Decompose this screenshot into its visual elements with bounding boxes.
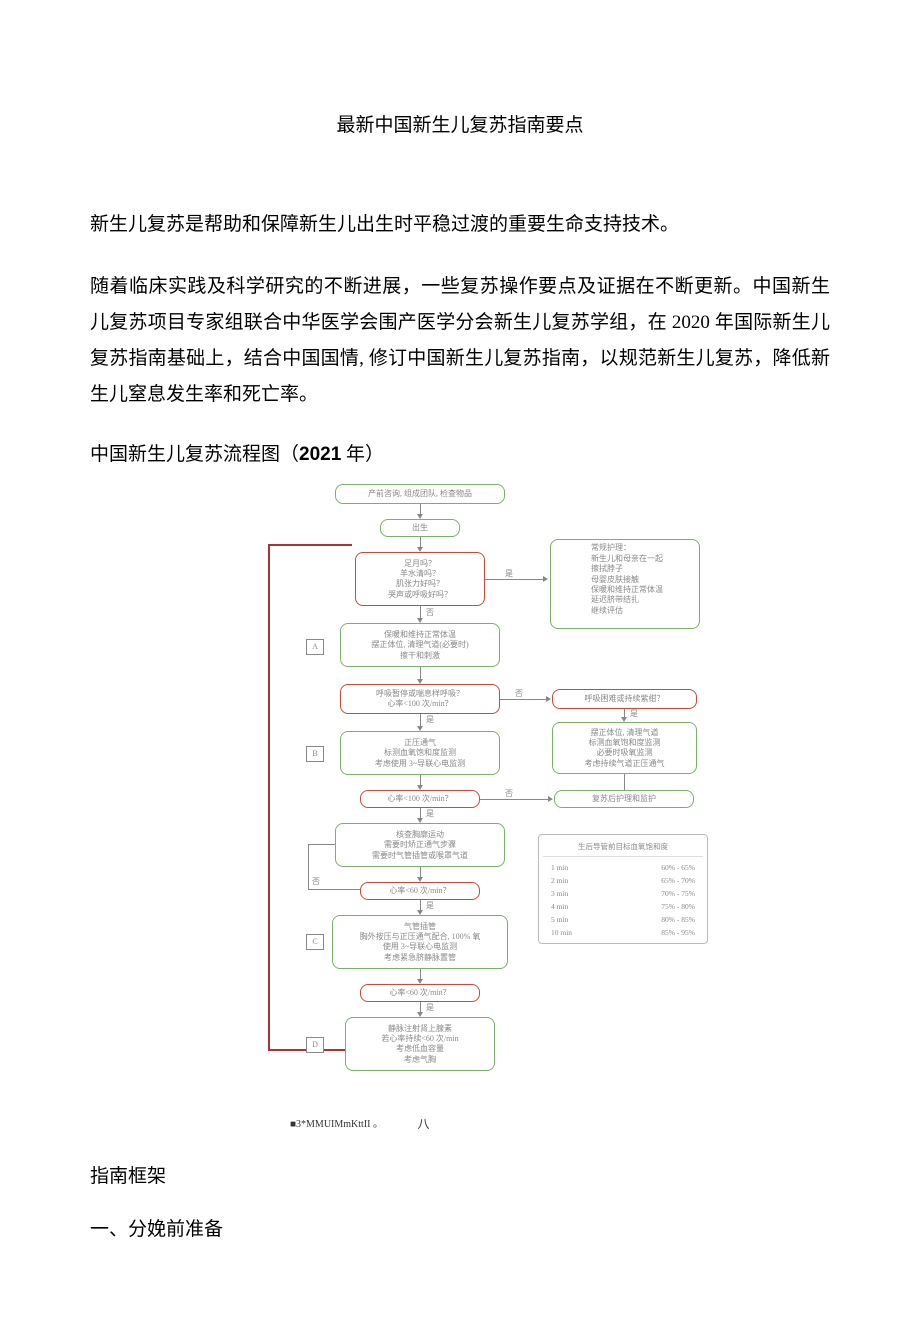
flow-step-label-a: A (306, 639, 324, 655)
sat-time: 10 min (551, 928, 572, 937)
sat-row: 5 min 80% - 85% (543, 913, 703, 926)
sat-value: 80% - 85% (661, 915, 695, 924)
flow-connector (500, 699, 548, 700)
flow-node-routine-care: 常规护理： 新生儿和母亲在一起 擦拭脖子 母婴皮肤接触 保暖和维持正常体温 延迟… (550, 539, 700, 629)
flowchart: 产前咨询, 组成团队, 检查物品 出生 足月吗？ 羊水清吗？ 肌张力好吗？ 哭声… (200, 484, 720, 1104)
flow-node-hr60-question-2: 心率<60 次/min？ (360, 984, 480, 1002)
intro-paragraph-1: 新生儿复苏是帮助和保障新生儿出生时平稳过渡的重要生命支持技术。 (90, 207, 830, 243)
sat-time: 3 min (551, 889, 568, 898)
section-heading-1: 一、分娩前准备 (90, 1214, 830, 1241)
flow-label-no: 否 (515, 688, 523, 699)
flow-arrow (548, 796, 553, 802)
sat-value: 60% - 65% (661, 863, 695, 872)
flow-node-hr100-question: 心率<100 次/min？ (360, 790, 480, 808)
flowchart-title-post: 年） (341, 444, 384, 465)
flow-label-yes: 是 (505, 568, 513, 579)
document-page: 最新中国新生儿复苏指南要点 新生儿复苏是帮助和保障新生儿出生时平稳过渡的重要生命… (0, 0, 920, 1327)
sat-value: 70% - 75% (661, 889, 695, 898)
flow-label-yes: 是 (630, 708, 638, 719)
saturation-target-table: 生后导管前目标血氧饱和度 1 min 60% - 65% 2 min 65% - 7… (538, 834, 708, 944)
sat-value: 85% - 95% (661, 928, 695, 937)
flow-label-no: 否 (312, 876, 320, 887)
flow-node-ppv: 正压通气 标测血氧饱和度监测 考虑使用 3~导联心电监测 (340, 731, 500, 775)
flow-label-yes: 是 (426, 808, 434, 819)
sat-time: 4 min (551, 902, 568, 911)
sat-row: 2 min 65% - 70% (543, 874, 703, 887)
flow-label-yes: 是 (426, 714, 434, 725)
flow-node-epinephrine: 静脉注射肾上腺素 若心率持续<60 次/min 考虑低血容量 考虑气胸 (345, 1017, 495, 1071)
flow-node-labored-breathing-question: 呼吸困难或持续紫绀？ (552, 689, 697, 709)
footnote-text-a: ■3*MMUIMmKttII (290, 1119, 370, 1130)
flowchart-title-year: 2021 (299, 444, 341, 465)
sat-row: 1 min 60% - 65% (543, 861, 703, 874)
flow-label-no: 否 (426, 607, 434, 618)
flowchart-title-pre: 中国新生儿复苏流程图（ (90, 444, 299, 465)
sat-value: 65% - 70% (661, 876, 695, 885)
flow-node-birth: 出生 (380, 519, 460, 537)
section-heading-framework: 指南框架 (90, 1161, 830, 1188)
flow-node-antenatal: 产前咨询, 组成团队, 检查物品 (335, 484, 505, 504)
flow-label-yes: 是 (426, 1002, 434, 1013)
flow-step-label-d: D (306, 1037, 324, 1053)
flow-arrow (546, 696, 551, 702)
sat-row: 10 min 85% - 95% (543, 926, 703, 939)
flowchart-title: 中国新生儿复苏流程图（2021 年） (90, 439, 830, 466)
flow-node-initial-steps: 保暖和维持正常体温 摆正体位, 清理气道(必要时) 擦干和刺激 (340, 623, 500, 667)
flow-redline-left (268, 544, 270, 1051)
document-title: 最新中国新生儿复苏指南要点 (90, 110, 830, 137)
flow-node-hr60-question-1: 心率<60 次/min？ (360, 882, 480, 900)
flow-connector (308, 844, 309, 889)
footnote-glyph: 八 (417, 1115, 429, 1132)
flow-node-initial-questions: 足月吗？ 羊水清吗？ 肌张力好吗？ 哭声或呼吸好吗？ (355, 552, 485, 606)
sat-time: 5 min (551, 915, 568, 924)
flow-step-label-c: C (306, 934, 324, 950)
flow-step-label-b: B (306, 746, 324, 762)
footnote-text-b: 。 (373, 1119, 383, 1130)
flow-connector (624, 774, 625, 790)
sat-value: 75% - 80% (661, 902, 695, 911)
flow-connector (485, 579, 545, 580)
flow-redline-top (268, 544, 352, 546)
flow-label-yes: 是 (426, 900, 434, 911)
flow-node-hr-respiration-question: 呼吸暂停或喘息样呼吸？ 心率<100 次/min？ (340, 684, 500, 714)
sat-time: 1 min (551, 863, 568, 872)
intro-paragraph-2: 随着临床实践及科学研究的不断进展，一些复苏操作要点及证据在不断更新。中国新生儿复… (90, 269, 830, 413)
flow-label-no: 否 (505, 788, 513, 799)
sat-row: 3 min 70% - 75% (543, 887, 703, 900)
sat-table-title: 生后导管前目标血氧饱和度 (543, 841, 703, 857)
flowchart-footnote: ■3*MMUIMmKttII 。 八 (290, 1114, 830, 1131)
flow-node-post-resus-care: 复苏后护理和监护 (554, 790, 694, 808)
flow-node-chest-compressions: 气管插管 胸外按压与正压通气配合, 100% 氧 使用 3~导联心电监测 考虑紧… (332, 915, 508, 969)
flow-node-check-chest: 核查胸廓运动 需要时矫正通气步骤 需要时气管插管或喉罩气道 (335, 823, 505, 867)
flow-node-position-cpap: 摆正体位, 清理气道 标测血氧饱和度监测 必要时吸氧监测 考虑持续气道正压通气 (552, 722, 697, 774)
sat-time: 2 min (551, 876, 568, 885)
flow-connector (308, 844, 335, 845)
flow-connector (308, 889, 360, 890)
flow-arrow (543, 576, 548, 582)
flow-connector (480, 799, 550, 800)
sat-row: 4 min 75% - 80% (543, 900, 703, 913)
